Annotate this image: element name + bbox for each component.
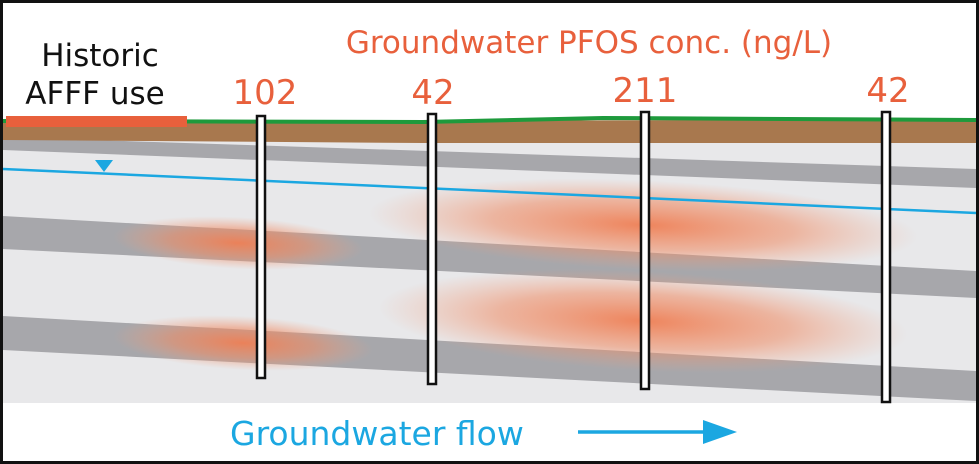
water-table-marker-icon (95, 160, 113, 172)
monitoring-well-1 (255, 114, 267, 380)
plume-upper-left (113, 216, 363, 270)
well-3-concentration: 211 (613, 71, 678, 111)
well-4-concentration: 42 (866, 71, 909, 111)
plume-lower-left (113, 315, 373, 371)
ground-surface-line (3, 115, 976, 125)
monitoring-well-2 (426, 112, 438, 386)
soil-layer (3, 119, 976, 143)
well-2-concentration: 42 (411, 73, 454, 113)
flow-arrow-head-icon (703, 420, 737, 444)
aquitard-band-1 (3, 137, 976, 188)
water-table-line (3, 167, 976, 215)
monitoring-well-4 (880, 110, 892, 404)
source-label-line2: AFFF use (25, 76, 164, 112)
afff-source-bar (6, 116, 187, 127)
well-1-concentration: 102 (233, 73, 298, 113)
concentration-title: Groundwater PFOS conc. (ng/L) (346, 25, 832, 61)
groundwater-flow-label: Groundwater flow (230, 414, 524, 453)
monitoring-well-3 (639, 110, 651, 391)
source-label-line1: Historic (41, 38, 159, 74)
groundwater-cross-section: Historic AFFF use Groundwater PFOS conc.… (3, 25, 976, 453)
